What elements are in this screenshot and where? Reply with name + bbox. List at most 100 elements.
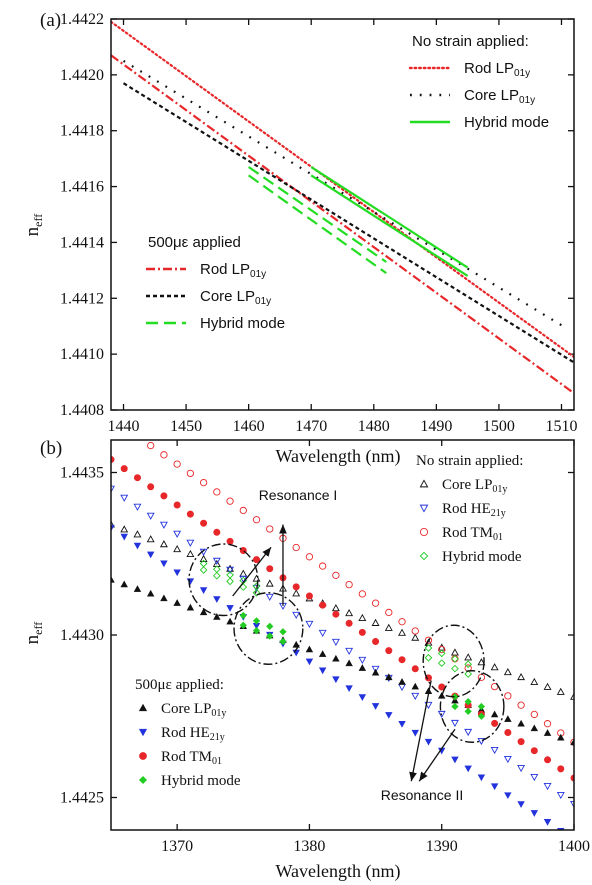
- x-tick-label: 1510: [545, 418, 577, 435]
- x-tick-label: 1400: [558, 838, 590, 855]
- data-point: [133, 585, 142, 592]
- data-point: [490, 710, 499, 718]
- data-point: [146, 512, 155, 520]
- data-point: [570, 692, 574, 700]
- data-point: [464, 707, 472, 715]
- data-point: [570, 800, 574, 809]
- data-point: [265, 579, 274, 587]
- data-point: [186, 578, 195, 586]
- data-point: [186, 549, 195, 558]
- data-point: [159, 540, 168, 548]
- panel-label: (b): [40, 438, 62, 459]
- data-point: [371, 618, 380, 626]
- data-point: [371, 703, 380, 710]
- data-point: [358, 664, 367, 671]
- data-point: [199, 587, 208, 594]
- x-tick-label: 1390: [426, 838, 458, 855]
- legend-label: Rod HE21y: [161, 725, 225, 743]
- data-point: [265, 593, 274, 601]
- data-point: [450, 719, 459, 728]
- data-point: [543, 782, 552, 791]
- data-point: [385, 647, 393, 655]
- data-point: [139, 752, 147, 760]
- chart-panel-b: (b) 1370 1380 1390 1400 1.4425 1.4430 1.4435 Wav…: [22, 438, 590, 882]
- legend-label: Rod LP01y: [200, 261, 266, 280]
- data-point: [160, 451, 168, 459]
- data-point: [305, 553, 314, 561]
- data-point: [358, 694, 367, 701]
- data-point: [111, 520, 115, 528]
- data-point: [292, 649, 300, 657]
- legend-title: 500με applied:: [135, 677, 224, 693]
- legend-label: Rod LP01y: [464, 60, 530, 79]
- data-point: [503, 668, 512, 676]
- data-point: [159, 521, 168, 529]
- data-point: [266, 525, 274, 533]
- data-point: [477, 737, 486, 746]
- data-point: [186, 603, 195, 611]
- data-point: [318, 629, 327, 637]
- data-point: [111, 485, 115, 493]
- data-point: [186, 469, 195, 478]
- data-point: [212, 571, 221, 580]
- data-point: [345, 619, 353, 627]
- data-point: [173, 501, 181, 509]
- resonance-ellipse: [188, 543, 259, 617]
- data-point: [464, 653, 473, 661]
- y-tick-label: 1.4410: [60, 346, 104, 363]
- data-point: [111, 524, 115, 532]
- data-point: [557, 827, 565, 830]
- data-point: [451, 655, 459, 663]
- series-line: [111, 20, 574, 359]
- data-point: [173, 530, 182, 538]
- data-point: [266, 622, 274, 630]
- data-point: [451, 756, 459, 764]
- data-point: [318, 667, 327, 675]
- data-point: [120, 533, 128, 541]
- series-line: [111, 54, 574, 395]
- data-point: [226, 566, 235, 574]
- data-point: [146, 535, 155, 543]
- data-point: [490, 746, 499, 755]
- data-point: [543, 682, 552, 690]
- data-point: [186, 539, 195, 547]
- data-point: [186, 510, 194, 518]
- annotation-arrow: [232, 546, 272, 597]
- data-point: [345, 659, 353, 667]
- data-point: [504, 692, 512, 700]
- data-point: [451, 664, 459, 673]
- data-point: [133, 503, 142, 511]
- data-point: [120, 580, 128, 588]
- data-point: [138, 728, 148, 737]
- data-point: [133, 542, 142, 550]
- data-point: [530, 810, 539, 817]
- data-point: [450, 648, 459, 656]
- y-axis-label: neff: [22, 622, 45, 645]
- legend: 500με applied: Core LP01y Rod HE21y Rod TM0…: [135, 677, 241, 789]
- data-point: [437, 649, 446, 658]
- data-point: [371, 665, 380, 674]
- data-point: [530, 710, 538, 719]
- y-tick-label: 1.4412: [60, 290, 104, 307]
- plot-area: [111, 441, 574, 830]
- data-point: [332, 676, 340, 684]
- data-point: [517, 701, 525, 709]
- data-point: [332, 610, 340, 618]
- data-point: [398, 618, 406, 626]
- data-point: [318, 650, 327, 657]
- data-point: [358, 590, 366, 598]
- data-point: [419, 479, 429, 488]
- data-point: [305, 658, 314, 666]
- data-point: [332, 571, 340, 580]
- data-point: [319, 601, 327, 609]
- data-point: [424, 653, 433, 662]
- data-point: [147, 441, 155, 450]
- data-point: [173, 599, 181, 606]
- data-point: [345, 608, 354, 617]
- data-point: [146, 551, 155, 559]
- data-point: [477, 658, 486, 666]
- data-point: [199, 566, 208, 574]
- data-point: [160, 492, 168, 500]
- data-point: [464, 670, 473, 678]
- data-point: [451, 702, 459, 711]
